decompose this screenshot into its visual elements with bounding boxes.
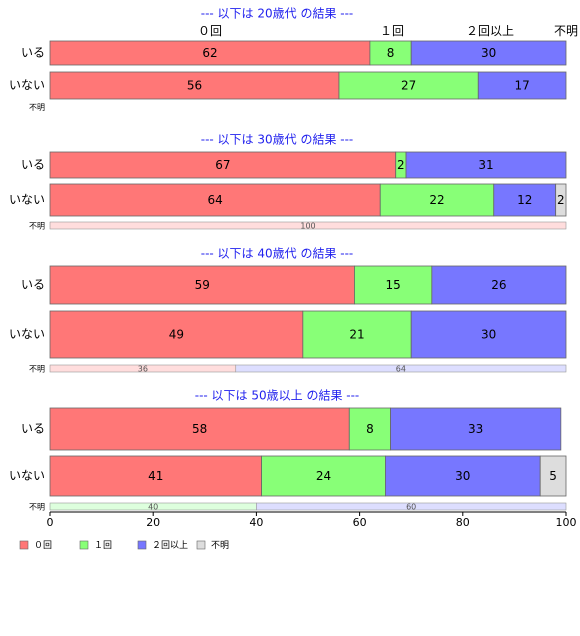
- x-tick-label: 20: [146, 516, 160, 529]
- legend-label: ０回: [34, 540, 52, 551]
- legend-swatch: [79, 540, 89, 550]
- data-label: 24: [316, 469, 331, 483]
- bar-segment: [390, 407, 562, 451]
- row-label: 不明: [29, 103, 45, 112]
- data-label: 60: [406, 503, 416, 512]
- data-label: 30: [481, 328, 496, 342]
- data-label: 26: [491, 278, 506, 292]
- x-tick-label: 40: [249, 516, 263, 529]
- data-label: 40: [148, 503, 158, 512]
- bar-segment: [410, 310, 567, 359]
- bar-segment: [338, 71, 479, 100]
- bar-segment: [256, 502, 567, 511]
- data-label: 67: [215, 158, 230, 172]
- legend-label: １回: [94, 540, 112, 551]
- bar-segment: [477, 71, 567, 100]
- row-label: いない: [9, 193, 45, 207]
- data-label: 31: [478, 158, 493, 172]
- row-label: 不明: [29, 365, 45, 374]
- legend-label: 不明: [211, 540, 229, 551]
- bar-segment: [405, 151, 567, 179]
- data-label: 12: [517, 193, 532, 207]
- data-label: 30: [455, 469, 470, 483]
- bar-segment: [410, 40, 567, 66]
- bar-segment: [49, 221, 567, 230]
- bar-segment: [379, 183, 495, 217]
- x-tick-label: 100: [556, 516, 577, 529]
- bar-segment: [493, 183, 557, 217]
- data-label: 22: [429, 193, 444, 207]
- data-label: 56: [187, 79, 202, 93]
- group-title: --- 以下は 40歳代 の結果 ---: [201, 247, 354, 261]
- data-label: 58: [192, 422, 207, 436]
- x-tick-label: 0: [47, 516, 54, 529]
- category-header-label: １回: [380, 24, 404, 38]
- legend-swatch: [196, 540, 206, 550]
- bar-segment: [539, 455, 567, 497]
- data-label: 17: [514, 79, 529, 93]
- data-label: 49: [169, 328, 184, 342]
- row-label: 不明: [29, 503, 45, 512]
- bar-segment: [49, 310, 304, 359]
- group-title: --- 以下は 20歳代 の結果 ---: [201, 7, 354, 21]
- row-label: いる: [21, 46, 45, 60]
- data-label: 2: [557, 193, 565, 207]
- data-label: 33: [468, 422, 483, 436]
- row-label: いる: [21, 278, 45, 292]
- row-label: いない: [9, 78, 45, 92]
- data-label: 41: [148, 469, 163, 483]
- data-label: 8: [387, 46, 395, 60]
- bar-segment: [369, 40, 412, 66]
- category-header-label: ２回以上: [466, 24, 514, 38]
- group-title: --- 以下は 50歳以上 の結果 ---: [195, 389, 360, 403]
- bar-segment: [49, 183, 381, 217]
- data-label: 2: [397, 158, 405, 172]
- row-label: いない: [9, 469, 45, 483]
- x-tick-label: 60: [353, 516, 367, 529]
- data-label: 15: [385, 278, 400, 292]
- data-label: 8: [366, 422, 374, 436]
- bar-segment: [49, 151, 397, 179]
- bar-segment: [49, 455, 262, 497]
- category-header-label: ０回: [198, 24, 222, 38]
- data-label: 21: [349, 328, 364, 342]
- bar-segment: [348, 407, 391, 451]
- legend-swatch: [19, 540, 29, 550]
- bar-segment: [49, 71, 340, 100]
- bar-segment: [431, 265, 567, 305]
- row-label: いる: [21, 422, 45, 436]
- data-label: 100: [300, 222, 315, 231]
- bar-segment: [261, 455, 386, 497]
- data-label: 64: [396, 365, 406, 374]
- data-label: 5: [549, 469, 557, 483]
- data-label: 59: [195, 278, 210, 292]
- bar-segment: [354, 265, 433, 305]
- group-title: --- 以下は 30歳代 の結果 ---: [201, 133, 354, 147]
- legend-swatch: [137, 540, 147, 550]
- bar-segment: [49, 40, 371, 66]
- data-label: 27: [401, 79, 416, 93]
- data-label: 62: [202, 46, 217, 60]
- bar-segment: [235, 364, 567, 373]
- bar-segment: [555, 183, 567, 217]
- row-label: いる: [21, 158, 45, 172]
- x-tick-label: 80: [456, 516, 470, 529]
- data-label: 30: [481, 46, 496, 60]
- row-label: いない: [9, 327, 45, 341]
- bar-segment: [49, 407, 350, 451]
- legend-label: ２回以上: [152, 540, 188, 551]
- data-label: 36: [138, 365, 148, 374]
- data-label: 64: [207, 193, 222, 207]
- bar-segment: [302, 310, 412, 359]
- bar-segment: [384, 455, 541, 497]
- row-label: 不明: [29, 222, 45, 231]
- category-header-label: 不明: [554, 24, 578, 38]
